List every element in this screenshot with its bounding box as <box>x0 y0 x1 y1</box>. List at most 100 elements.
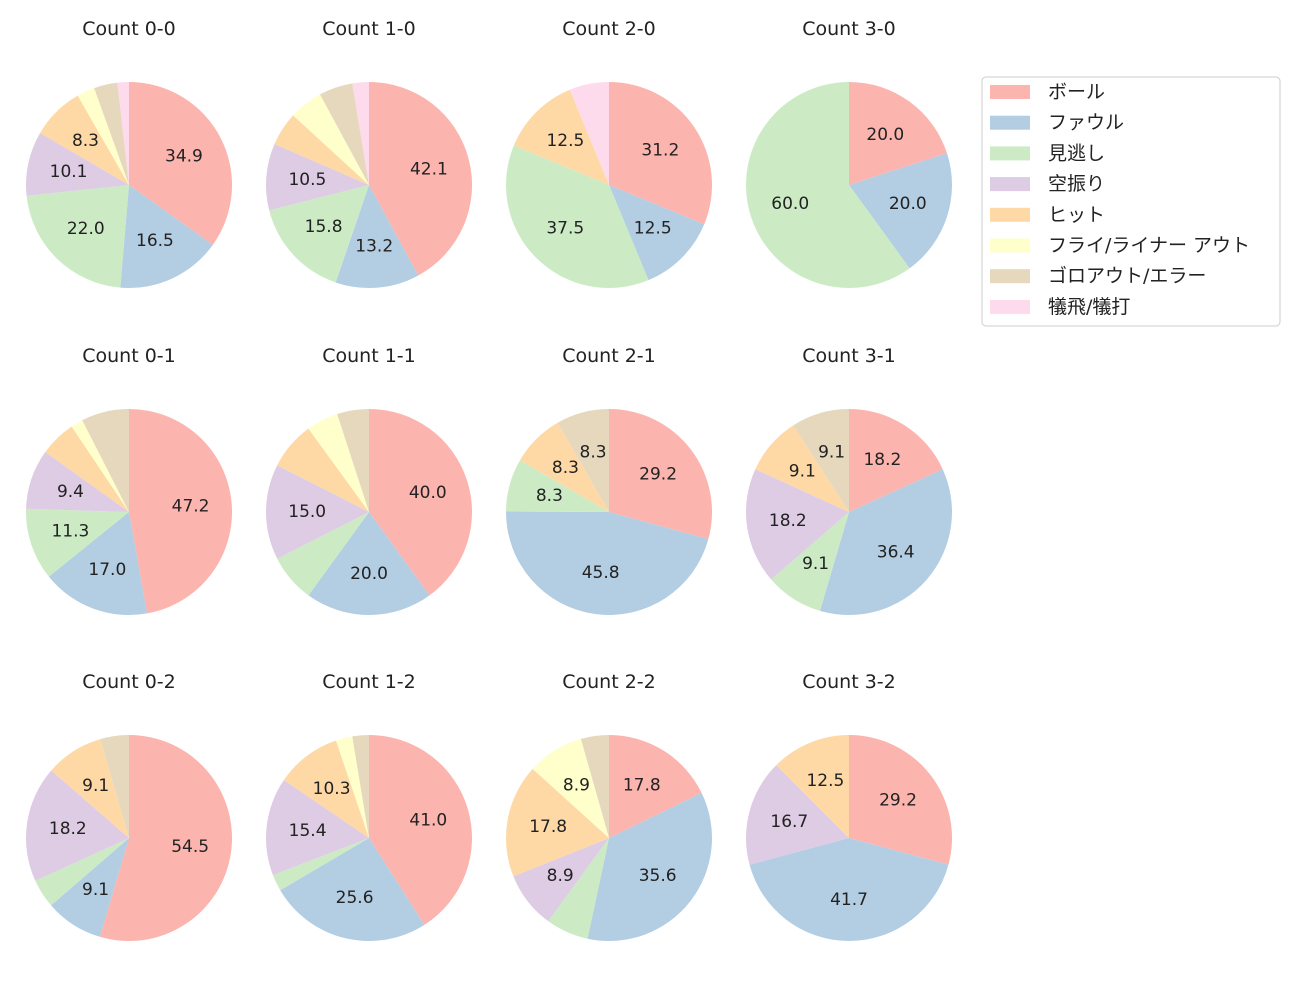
slice-label: 10.1 <box>50 162 88 182</box>
pie-slice <box>277 512 369 596</box>
pie-slice <box>94 82 129 185</box>
pie-slice <box>569 82 609 185</box>
pie-slice <box>369 409 472 596</box>
pie-slice <box>609 82 712 225</box>
pie-chart: Count 3-0 20.0 20.0 60.0 <box>746 18 952 288</box>
pie-slice <box>557 409 609 512</box>
pie-slice <box>506 511 709 615</box>
pie-title: Count 3-1 <box>802 345 896 367</box>
slice-label: 20.0 <box>889 194 927 214</box>
pie-slice <box>849 409 943 512</box>
pie-chart: Count 1-2 41.0 25.6 15.4 10.3 <box>266 671 472 941</box>
slice-label: 41.7 <box>830 890 868 910</box>
slice-label: 47.2 <box>172 497 210 517</box>
legend-label: ボール <box>1048 81 1105 103</box>
pie-slice <box>277 428 369 512</box>
pie-slice <box>335 185 419 288</box>
pie-slice <box>26 133 130 196</box>
pie-chart: Count 1-1 40.0 20.0 15.0 <box>265 345 472 615</box>
pie-slice <box>352 82 369 185</box>
pie-slice <box>793 409 849 512</box>
pie-slice <box>26 508 129 577</box>
pie-slice <box>506 145 649 288</box>
slice-label: 37.5 <box>546 219 584 239</box>
pie-slice <box>308 512 430 615</box>
slice-label: 40.0 <box>409 483 447 503</box>
pie-slice <box>513 89 609 185</box>
legend-swatch <box>990 177 1030 192</box>
pie-slice <box>274 115 369 185</box>
slice-label: 54.5 <box>171 837 209 857</box>
legend-label: ヒット <box>1048 204 1105 226</box>
pie-slice <box>26 185 130 288</box>
legend-swatch <box>990 207 1030 222</box>
legend-swatch <box>990 146 1030 161</box>
pie-slice <box>771 512 849 611</box>
pie-slice <box>26 451 129 512</box>
legend-label: フライ/ライナー アウト <box>1048 235 1250 257</box>
slice-label: 13.2 <box>355 237 393 257</box>
pie-slice <box>266 780 369 876</box>
pie-slice <box>82 409 129 512</box>
pie-slice <box>580 735 609 838</box>
pie-slice <box>513 838 609 922</box>
slice-label: 11.3 <box>51 522 89 542</box>
slice-label: 12.5 <box>806 771 844 791</box>
pie-slice <box>269 185 369 283</box>
slice-label: 60.0 <box>771 194 809 214</box>
slice-label: 29.2 <box>879 790 917 810</box>
pie-title: Count 3-2 <box>802 671 896 693</box>
pie-slice <box>280 838 425 941</box>
pie-chart: Count 0-1 47.2 17.0 11.3 9.4 <box>26 345 233 615</box>
pie-slice <box>745 469 849 580</box>
pie-slice <box>129 409 233 614</box>
slice-label: 22.0 <box>67 219 105 239</box>
legend-swatch <box>990 85 1030 99</box>
slice-label: 17.8 <box>529 817 567 837</box>
pie-chart: Count 2-2 17.8 35.6 8.9 17.8 8.9 <box>506 671 712 941</box>
pie-slice <box>849 82 947 185</box>
pie-slice <box>265 465 369 559</box>
legend-label: 犠飛/犠打 <box>1048 296 1130 318</box>
pie-slice <box>369 735 472 925</box>
pie-slice <box>117 82 129 185</box>
pie-slice <box>319 83 369 185</box>
pie-slice <box>532 738 609 838</box>
pie-slice <box>293 94 369 185</box>
legend-label: ファウル <box>1048 112 1124 134</box>
pie-slice <box>819 469 953 615</box>
legend-swatch <box>990 238 1030 253</box>
pie-slice <box>51 739 129 838</box>
slice-label: 9.1 <box>802 554 829 574</box>
legend-swatch <box>990 299 1030 314</box>
pie-slice <box>506 768 609 877</box>
legend-swatch <box>990 115 1030 130</box>
slice-label: 8.3 <box>72 131 99 151</box>
pie-slice <box>335 736 369 838</box>
slice-label: 15.4 <box>289 821 327 841</box>
pie-slice <box>519 422 609 512</box>
pie-slice <box>548 838 609 939</box>
slice-label: 15.0 <box>288 502 326 522</box>
pie-slice <box>369 82 472 276</box>
pie-slice <box>266 143 369 211</box>
slice-label: 29.2 <box>639 464 677 484</box>
pie-slice <box>587 792 712 941</box>
slice-label: 8.9 <box>563 775 590 795</box>
pie-slice <box>776 735 849 838</box>
slice-label: 34.9 <box>165 147 203 167</box>
pie-title: Count 1-2 <box>322 671 416 693</box>
slice-label: 18.2 <box>49 819 87 839</box>
pie-title: Count 1-0 <box>322 18 416 40</box>
slice-label: 17.0 <box>88 560 126 580</box>
slice-label: 25.6 <box>336 888 374 908</box>
pie-title: Count 3-0 <box>802 18 896 40</box>
pie-slice <box>749 838 949 942</box>
pie-slice <box>755 425 849 512</box>
pie-slice <box>40 95 129 185</box>
pie-slice <box>99 735 233 942</box>
pie-slice <box>129 82 233 245</box>
pie-slice <box>609 409 712 540</box>
